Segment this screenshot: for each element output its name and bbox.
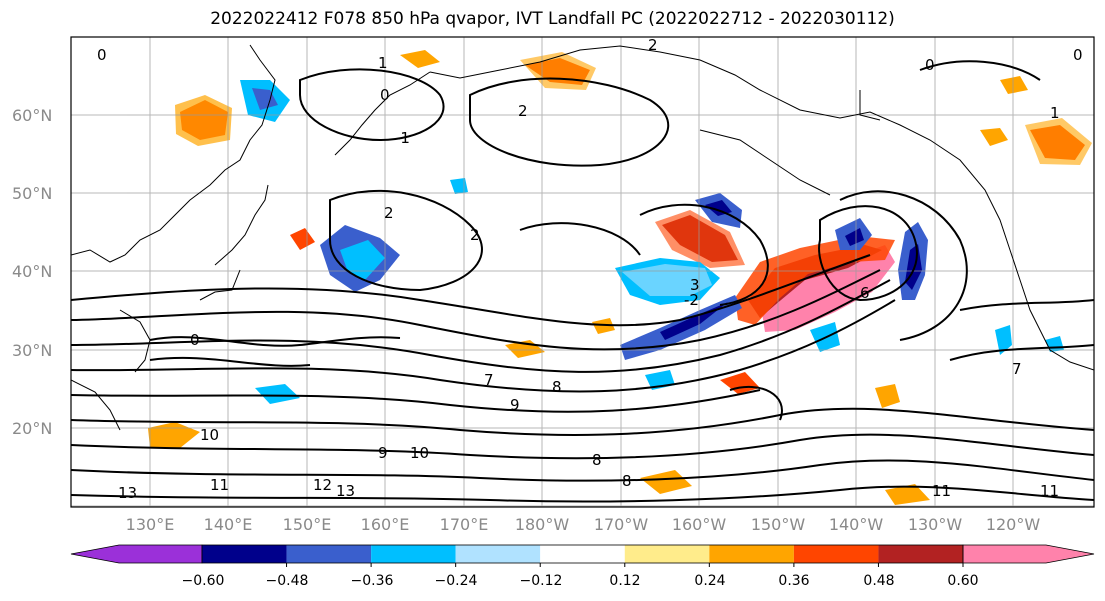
colorbar-segment: [793, 545, 879, 563]
colorbar-segment: [624, 545, 710, 563]
colorbar-segment: [286, 545, 372, 563]
lon-label-150w: 150°W: [751, 515, 806, 534]
colorbar-segment: [540, 545, 625, 563]
contour-label: 0: [97, 46, 107, 64]
contour-label: 6: [860, 284, 870, 302]
lon-label-160w: 160°W: [672, 515, 727, 534]
latitude-labels: 60°N 50°N 40°N 30°N 20°N: [12, 106, 52, 438]
contour-labels: 0 2 1 2 0 0 0 0 2 2 -2 3 6 7 8 9 10 11 9…: [97, 36, 1083, 502]
contour-label: 8: [622, 472, 632, 490]
contour-label: 7: [484, 371, 494, 389]
lon-label-130w: 130°W: [908, 515, 963, 534]
colorbar-tick-label: 0.36: [778, 573, 809, 589]
contour-label: 9: [378, 444, 388, 462]
colorbar-tick-label: 0.48: [863, 573, 894, 589]
lon-label-140e: 140°E: [204, 515, 253, 534]
contour-label: 0: [190, 331, 200, 349]
contour-label: 8: [592, 451, 602, 469]
lon-label-150e: 150°E: [283, 515, 332, 534]
lat-label-50n: 50°N: [12, 184, 52, 203]
lat-label-20n: 20°N: [12, 419, 52, 438]
colorbar-segment: [70, 544, 203, 564]
plot-frame: [70, 36, 1095, 508]
colorbar-tick-label: −0.48: [266, 573, 309, 589]
contour-label: 2: [648, 36, 658, 54]
contour-label: 7: [1012, 360, 1022, 378]
contour-label: 0: [925, 56, 935, 74]
contour-label: 12: [313, 476, 332, 494]
colorbar-segment: [371, 545, 456, 563]
contour-label: 8: [552, 378, 562, 396]
colorbar-tick-label: −0.24: [435, 573, 478, 589]
contour-label: 0: [1073, 46, 1083, 64]
contour-label: 13: [118, 484, 137, 502]
lon-label-160e: 160°E: [361, 515, 410, 534]
colorbar-tick-label: 0.24: [694, 573, 725, 589]
lat-label-30n: 30°N: [12, 341, 52, 360]
colorbar-segment: [202, 545, 287, 563]
lon-label-180w: 180°W: [515, 515, 570, 534]
contour-label: 1: [378, 54, 388, 72]
lat-label-40n: 40°N: [12, 262, 52, 281]
contour-label: 10: [200, 426, 219, 444]
graticule: [71, 37, 1094, 507]
colorbar-frame: [201, 544, 964, 564]
contour-label: 10: [410, 444, 429, 462]
map-title: 2022022412 F078 850 hPa qvapor, IVT Land…: [210, 9, 895, 29]
lon-label-170e: 170°E: [440, 515, 489, 534]
contour-label: 11: [932, 482, 951, 500]
lon-label-140w: 140°W: [829, 515, 884, 534]
colorbar-tick-label: −0.12: [520, 573, 563, 589]
colorbar-segment: [878, 545, 963, 563]
lon-label-130e: 130°E: [126, 515, 175, 534]
contour-label: -2: [684, 291, 699, 309]
contour-label: -1: [395, 129, 410, 147]
contour-label: 0: [380, 86, 390, 104]
lat-label-60n: 60°N: [12, 106, 52, 125]
colorbar: [70, 544, 1095, 567]
contour-label: 9: [510, 396, 520, 414]
contour-label: 2: [470, 226, 480, 244]
colorbar-tick-label: −0.60: [182, 573, 225, 589]
colorbar-segment: [962, 544, 1095, 564]
colorbar-labels: −0.60 −0.48 −0.36 −0.24 −0.12 0.12 0.24 …: [182, 573, 979, 589]
contour-label: 2: [518, 102, 528, 120]
colorbar-segment: [709, 545, 794, 563]
plot-area: 0 2 1 2 0 0 0 0 2 2 -2 3 6 7 8 9 10 11 9…: [71, 36, 1094, 507]
colorbar-segment: [455, 545, 541, 563]
contour-label: 11: [1040, 482, 1059, 500]
lon-label-170w: 170°W: [594, 515, 649, 534]
colorbar-tick-label: 0.60: [947, 573, 978, 589]
contour-label: 2: [384, 204, 394, 222]
longitude-labels: 130°E 140°E 150°E 160°E 170°E 180°W 170°…: [126, 515, 1041, 534]
contour-label: 1: [1050, 104, 1060, 122]
contours: [71, 60, 1094, 503]
contour-label: 3: [690, 276, 700, 294]
contour-label: 13: [336, 482, 355, 500]
lon-label-120w: 120°W: [986, 515, 1041, 534]
colorbar-tick-label: 0.12: [609, 573, 640, 589]
colorbar-tick-label: −0.36: [351, 573, 394, 589]
contour-label: 11: [210, 476, 229, 494]
